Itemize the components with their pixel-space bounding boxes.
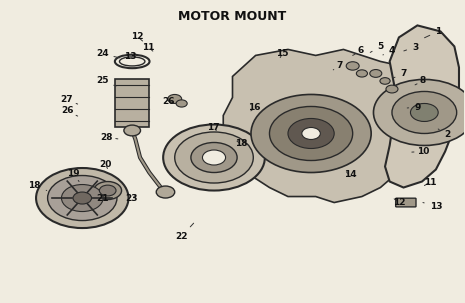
Text: 16: 16 xyxy=(248,103,261,112)
Circle shape xyxy=(392,92,457,134)
Text: 23: 23 xyxy=(126,195,138,203)
Circle shape xyxy=(100,185,116,196)
Text: 18: 18 xyxy=(28,181,46,191)
Circle shape xyxy=(202,150,226,165)
Text: 1: 1 xyxy=(425,27,441,38)
Circle shape xyxy=(168,95,182,103)
Circle shape xyxy=(73,192,92,204)
Text: 13: 13 xyxy=(124,52,136,62)
Text: 3: 3 xyxy=(404,42,418,52)
Circle shape xyxy=(302,128,320,139)
Text: 11: 11 xyxy=(142,42,155,52)
Text: 21: 21 xyxy=(96,195,108,203)
Text: 17: 17 xyxy=(207,123,219,132)
Circle shape xyxy=(373,79,465,145)
Text: 2: 2 xyxy=(438,129,451,139)
Circle shape xyxy=(411,103,438,122)
Text: 27: 27 xyxy=(61,95,78,104)
Text: 9: 9 xyxy=(407,103,420,112)
Polygon shape xyxy=(223,49,426,202)
Polygon shape xyxy=(385,25,459,188)
Circle shape xyxy=(124,125,140,136)
Text: 5: 5 xyxy=(370,42,384,52)
Text: 14: 14 xyxy=(344,170,357,179)
Circle shape xyxy=(270,106,352,161)
Text: 25: 25 xyxy=(96,76,116,86)
Circle shape xyxy=(156,186,175,198)
Text: 12: 12 xyxy=(392,198,405,207)
Circle shape xyxy=(163,125,265,191)
FancyBboxPatch shape xyxy=(396,198,416,207)
Circle shape xyxy=(175,132,253,183)
Circle shape xyxy=(176,100,187,107)
Text: 10: 10 xyxy=(412,147,429,156)
Circle shape xyxy=(370,70,382,77)
Circle shape xyxy=(61,185,103,211)
Circle shape xyxy=(251,95,371,172)
Text: 20: 20 xyxy=(99,160,112,168)
Text: 11: 11 xyxy=(424,178,437,187)
Circle shape xyxy=(346,62,359,70)
Circle shape xyxy=(36,168,128,228)
Circle shape xyxy=(356,70,367,77)
Text: 26: 26 xyxy=(162,97,175,105)
Text: 22: 22 xyxy=(175,223,193,241)
Text: 26: 26 xyxy=(61,106,78,116)
Text: 12: 12 xyxy=(132,32,144,41)
Bar xyxy=(115,79,149,128)
Text: 4: 4 xyxy=(383,46,395,55)
Circle shape xyxy=(191,142,237,172)
Circle shape xyxy=(380,78,390,84)
Text: 8: 8 xyxy=(415,76,426,85)
Circle shape xyxy=(386,85,398,93)
Text: 6: 6 xyxy=(352,46,364,55)
Text: 18: 18 xyxy=(234,139,247,148)
Circle shape xyxy=(288,118,334,148)
Circle shape xyxy=(94,181,121,200)
Text: MOTOR MOUNT: MOTOR MOUNT xyxy=(179,10,286,23)
Circle shape xyxy=(47,175,117,221)
Text: 28: 28 xyxy=(100,133,118,142)
Text: 19: 19 xyxy=(66,168,80,181)
Text: 24: 24 xyxy=(96,49,120,58)
Text: 15: 15 xyxy=(276,49,289,58)
Text: 7: 7 xyxy=(393,69,407,78)
Text: 7: 7 xyxy=(333,62,343,70)
Text: 13: 13 xyxy=(423,201,442,211)
